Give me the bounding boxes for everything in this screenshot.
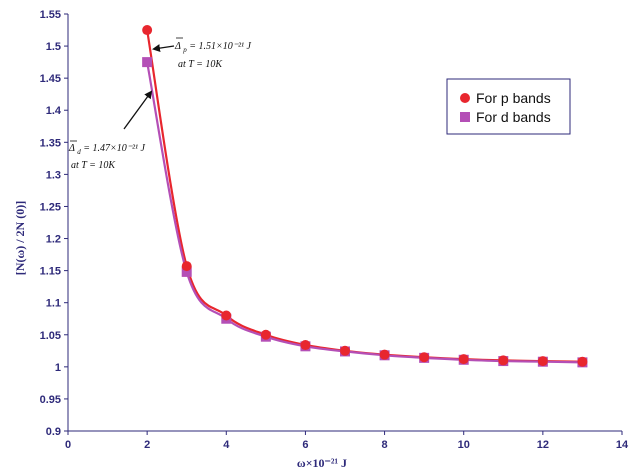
data-point-p-bands xyxy=(379,349,390,360)
x-tick-label: 4 xyxy=(223,439,230,451)
annotation-p-band-gap: Δ p = 1.51×10⁻²¹ J at T = 10K xyxy=(152,37,251,70)
y-tick-label: 1 xyxy=(55,362,61,374)
data-point-p-bands xyxy=(260,329,271,340)
legend: For p bands For d bands xyxy=(446,78,571,135)
x-tick-label: 2 xyxy=(144,439,150,451)
y-tick-label: 1.25 xyxy=(40,201,61,213)
annotation-d-band-gap: Δ d = 1.47×10⁻²¹ J at T = 10K xyxy=(68,90,153,171)
y-tick-label: 1.5 xyxy=(46,41,61,53)
data-point-p-bands xyxy=(419,352,430,363)
data-point-p-bands xyxy=(458,354,469,365)
y-tick-label: 0.9 xyxy=(46,426,61,438)
axes xyxy=(67,14,622,432)
y-tick-label: 1.1 xyxy=(46,298,61,310)
y-tick-label: 1.2 xyxy=(46,234,61,246)
annotation-p-text: = 1.51×10⁻²¹ J xyxy=(189,41,251,52)
y-tick-label: 0.95 xyxy=(40,394,61,406)
x-tick-label: 8 xyxy=(382,439,388,451)
y-axis-title: [N(ω) / 2N (0)] xyxy=(13,201,27,275)
data-point-p-bands xyxy=(300,340,311,351)
data-point-p-bands xyxy=(577,356,588,367)
data-point-p-bands xyxy=(498,355,509,366)
annotation-p-subscript: p xyxy=(182,46,187,54)
annotation-p-delta: Δ xyxy=(174,41,181,52)
legend-label-p-bands: For p bands xyxy=(476,90,551,106)
legend-box xyxy=(446,78,571,135)
y-ticks: 0.9 0.95 1 1.05 1.1 1.15 1.2 1.25 1.3 1.35 1.4 1.45… xyxy=(40,9,68,438)
annotation-p-condition: at T = 10K xyxy=(178,59,223,70)
data-point-p-bands xyxy=(142,25,153,36)
annotation-d-subscript: d xyxy=(77,148,81,156)
legend-marker-p-bands xyxy=(460,93,470,103)
annotation-d-delta: Δ xyxy=(68,143,75,154)
x-axis-title: ω×10⁻²¹ J xyxy=(297,456,347,470)
y-tick-label: 1.15 xyxy=(40,266,61,278)
series-markers xyxy=(142,25,588,368)
x-tick-label: 10 xyxy=(458,439,470,451)
annotation-p-value: Δ p = 1.51×10⁻²¹ J xyxy=(174,41,251,55)
x-ticks: 0 2 4 6 8 10 12 14 xyxy=(65,431,629,451)
data-point-p-bands xyxy=(181,261,192,272)
annotation-d-value: Δ d = 1.47×10⁻²¹ J xyxy=(68,143,145,157)
data-point-d-bands xyxy=(181,266,192,277)
annotation-p-arrow xyxy=(152,44,175,53)
data-point-p-bands xyxy=(537,356,548,367)
x-tick-label: 0 xyxy=(65,439,71,451)
legend-label-d-bands: For d bands xyxy=(476,109,551,125)
annotation-d-arrow xyxy=(123,90,153,130)
y-tick-label: 1.3 xyxy=(46,169,61,181)
data-point-p-bands xyxy=(221,310,232,321)
x-tick-label: 14 xyxy=(616,439,629,451)
x-tick-label: 6 xyxy=(302,439,308,451)
annotation-d-text: = 1.47×10⁻²¹ J xyxy=(83,143,145,154)
data-point-p-bands xyxy=(340,345,350,356)
y-tick-label: 1.05 xyxy=(40,330,61,342)
y-tick-label: 1.45 xyxy=(40,73,61,85)
annotation-d-condition: at T = 10K xyxy=(71,160,116,171)
y-tick-label: 1.55 xyxy=(40,9,61,21)
y-tick-label: 1.35 xyxy=(40,137,61,149)
data-point-d-bands xyxy=(142,57,153,68)
y-tick-label: 1.4 xyxy=(46,105,62,117)
legend-marker-d-bands xyxy=(460,112,470,122)
x-tick-label: 12 xyxy=(537,439,549,451)
